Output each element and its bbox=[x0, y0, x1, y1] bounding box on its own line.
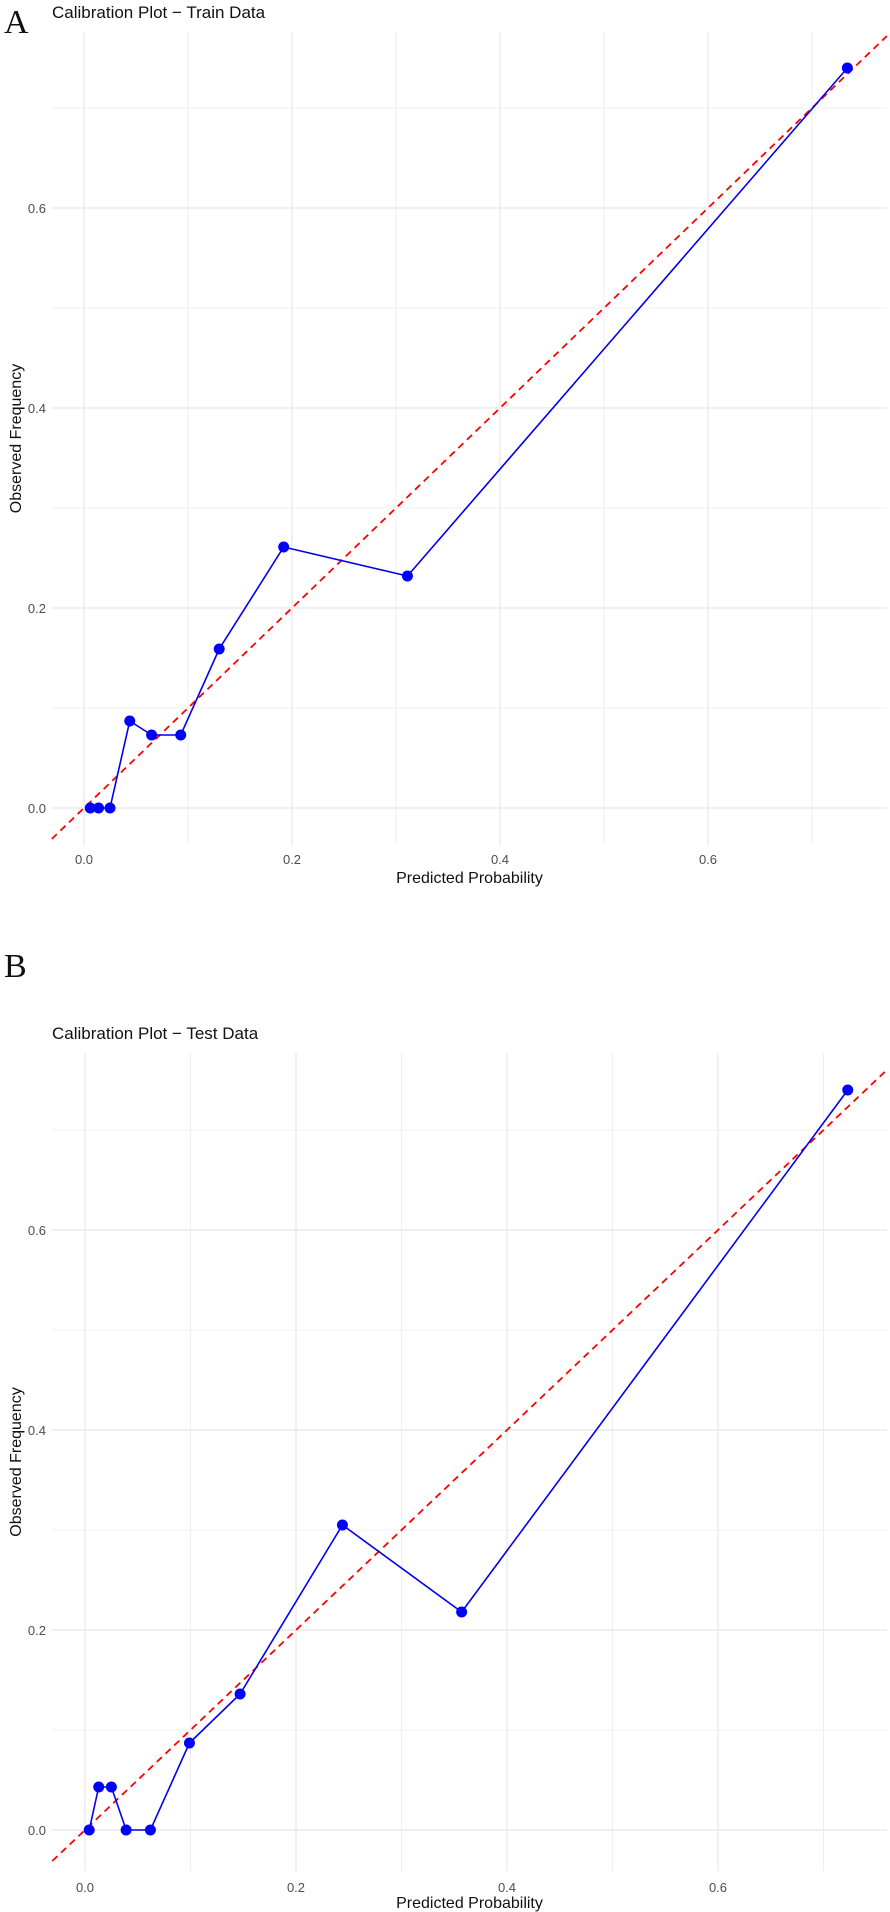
data-point bbox=[104, 802, 116, 814]
panel-letter-a: A bbox=[4, 4, 29, 41]
panel-letter-b: B bbox=[4, 948, 27, 985]
grid bbox=[52, 1053, 887, 1871]
y-tick-label: 0.6 bbox=[28, 201, 46, 216]
data-point bbox=[144, 1824, 156, 1836]
data-point bbox=[183, 1737, 195, 1749]
data-point bbox=[401, 570, 413, 582]
y-axis-title: Observed Frequency bbox=[8, 364, 25, 513]
data-point bbox=[841, 62, 853, 74]
x-tick-label: 0.2 bbox=[287, 1880, 305, 1895]
y-tick-label: 0.2 bbox=[28, 1623, 46, 1638]
data-point bbox=[146, 729, 158, 741]
x-tick-label: 0.4 bbox=[491, 852, 509, 867]
y-tick-label: 0.4 bbox=[28, 401, 46, 416]
x-tick-label: 0.0 bbox=[76, 1880, 94, 1895]
data-point bbox=[105, 1781, 117, 1793]
grid bbox=[52, 32, 887, 845]
data-point bbox=[175, 729, 187, 741]
x-tick-label: 0.4 bbox=[498, 1880, 516, 1895]
chart-title-train: Calibration Plot − Train Data bbox=[52, 3, 266, 22]
data-point bbox=[93, 1781, 105, 1793]
data-point bbox=[120, 1824, 132, 1836]
x-axis-title: Predicted Probability bbox=[396, 870, 543, 887]
calibration-line bbox=[88, 1089, 849, 1831]
data-point bbox=[124, 715, 136, 727]
x-tick-label: 0.6 bbox=[699, 852, 717, 867]
y-tick-label: 0.4 bbox=[28, 1423, 46, 1438]
data-point bbox=[456, 1606, 468, 1618]
data-point bbox=[83, 1824, 95, 1836]
y-tick-label: 0.6 bbox=[28, 1223, 46, 1238]
calibration-plot-train: 0.0 0.2 0.4 0.6 0.0 0.2 0.4 0.6 Predicted Probab… bbox=[8, 32, 888, 887]
x-axis-title: Predicted Probability bbox=[396, 1895, 543, 1912]
chart-title-test: Calibration Plot − Test Data bbox=[52, 1024, 259, 1043]
data-point bbox=[213, 643, 225, 655]
y-tick-label: 0.0 bbox=[28, 801, 46, 816]
x-tick-label: 0.6 bbox=[709, 1880, 727, 1895]
data-point bbox=[93, 802, 105, 814]
data-point bbox=[234, 1688, 246, 1700]
y-tick-label: 0.0 bbox=[28, 1823, 46, 1838]
data-point bbox=[842, 1084, 854, 1096]
y-axis-title: Observed Frequency bbox=[8, 1387, 25, 1536]
x-tick-label: 0.0 bbox=[75, 852, 93, 867]
data-point bbox=[84, 802, 96, 814]
perfect-calibration-line bbox=[51, 1068, 889, 1862]
perfect-calibration-line bbox=[51, 35, 888, 840]
data-point bbox=[278, 541, 290, 553]
y-tick-label: 0.2 bbox=[28, 601, 46, 616]
x-tick-label: 0.2 bbox=[283, 852, 301, 867]
data-point bbox=[336, 1519, 348, 1531]
calibration-line bbox=[90, 67, 848, 809]
